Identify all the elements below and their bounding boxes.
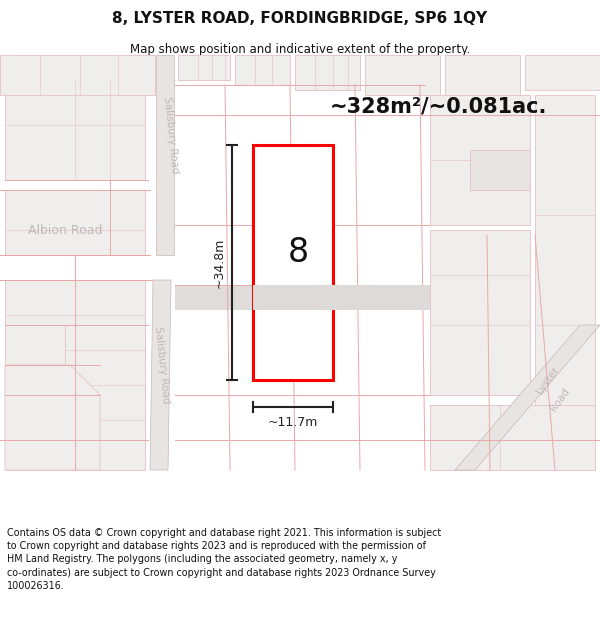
Polygon shape (253, 285, 430, 310)
Polygon shape (430, 230, 530, 395)
Polygon shape (150, 280, 171, 470)
Polygon shape (295, 55, 360, 90)
Text: ~328m²/~0.081ac.: ~328m²/~0.081ac. (330, 97, 547, 117)
Text: ~11.7m: ~11.7m (268, 416, 318, 429)
Text: Map shows position and indicative extent of the property.: Map shows position and indicative extent… (130, 43, 470, 56)
Polygon shape (178, 55, 230, 80)
Polygon shape (525, 55, 600, 90)
Text: 8, LYSTER ROAD, FORDINGBRIDGE, SP6 1QY: 8, LYSTER ROAD, FORDINGBRIDGE, SP6 1QY (112, 11, 488, 26)
Text: Contains OS data © Crown copyright and database right 2021. This information is : Contains OS data © Crown copyright and d… (7, 528, 442, 591)
Polygon shape (535, 95, 595, 425)
Text: Albion Road: Albion Road (28, 224, 102, 236)
Polygon shape (253, 145, 333, 380)
Text: Road: Road (548, 386, 572, 414)
Polygon shape (430, 405, 595, 470)
Polygon shape (5, 325, 65, 470)
Polygon shape (455, 325, 600, 470)
Polygon shape (5, 280, 145, 470)
Polygon shape (5, 365, 100, 470)
Text: 8: 8 (287, 236, 308, 269)
Text: Salisbury Road: Salisbury Road (162, 96, 180, 174)
Polygon shape (156, 55, 174, 255)
Polygon shape (445, 55, 520, 95)
Polygon shape (365, 55, 440, 95)
Polygon shape (175, 285, 430, 310)
Polygon shape (5, 80, 145, 180)
Polygon shape (470, 150, 530, 190)
Text: Salisbury Road: Salisbury Road (153, 326, 171, 404)
Polygon shape (5, 190, 145, 255)
Polygon shape (430, 95, 530, 225)
Text: ~34.8m: ~34.8m (212, 238, 226, 288)
Polygon shape (235, 55, 290, 85)
Polygon shape (0, 55, 155, 95)
Text: Lyster: Lyster (535, 364, 561, 396)
